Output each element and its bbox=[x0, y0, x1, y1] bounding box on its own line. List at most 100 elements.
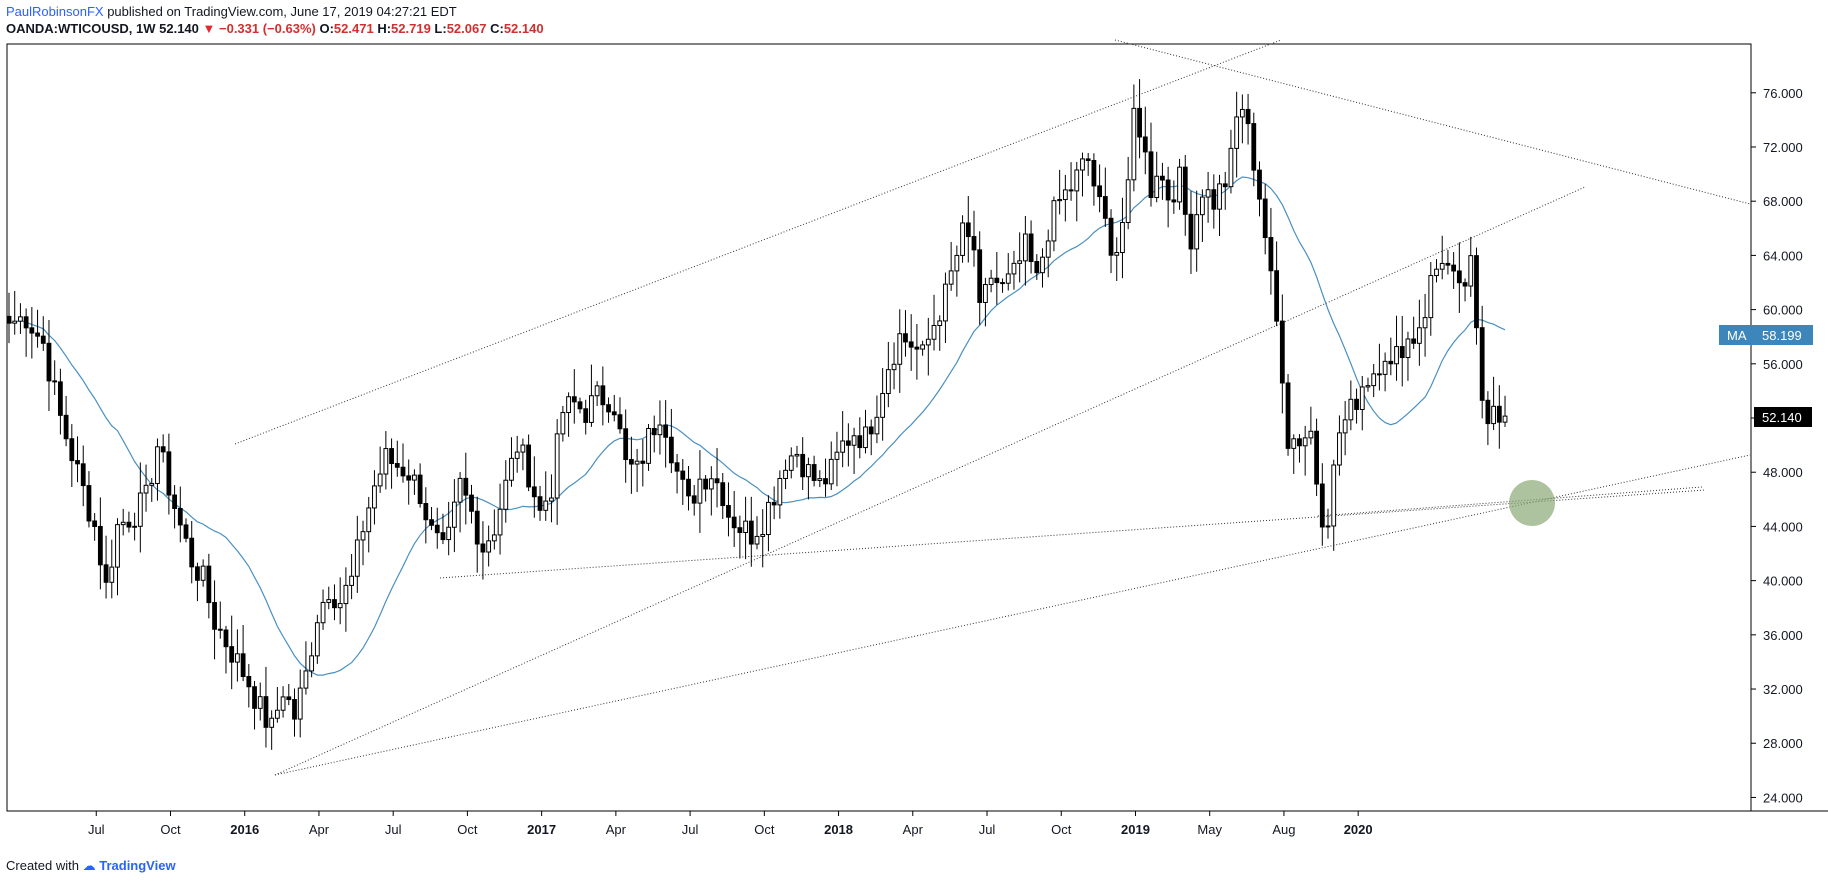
candle bbox=[794, 445, 800, 468]
candle-body bbox=[1040, 256, 1045, 274]
candle bbox=[503, 460, 509, 523]
candle bbox=[394, 440, 400, 477]
candle bbox=[1468, 236, 1474, 297]
candle bbox=[634, 448, 640, 493]
candle bbox=[589, 364, 594, 427]
candle-body bbox=[1325, 525, 1331, 528]
candle-body bbox=[469, 494, 474, 512]
candle bbox=[80, 445, 86, 507]
candle-body bbox=[788, 455, 794, 471]
candle bbox=[1359, 375, 1365, 431]
candle-body bbox=[748, 520, 754, 545]
candle bbox=[1474, 247, 1479, 345]
candle-body bbox=[23, 316, 29, 329]
candle bbox=[743, 496, 748, 560]
candle-body bbox=[908, 341, 914, 348]
candle-body bbox=[994, 277, 1000, 284]
change-label: ▼ −0.331 (−0.63%) bbox=[202, 21, 316, 36]
candle bbox=[451, 479, 457, 553]
candle-body bbox=[571, 396, 577, 403]
candle-body bbox=[280, 696, 286, 711]
candle bbox=[937, 315, 943, 351]
candle-body bbox=[446, 526, 452, 541]
candle-body bbox=[686, 478, 691, 497]
candle bbox=[280, 686, 286, 718]
candle-body bbox=[1160, 175, 1165, 181]
candle-body bbox=[1331, 464, 1337, 527]
target-zone-circle[interactable] bbox=[1509, 480, 1555, 526]
candle-body bbox=[628, 459, 634, 465]
candle bbox=[160, 434, 166, 463]
candle-body bbox=[583, 408, 589, 423]
candle-body bbox=[634, 460, 640, 465]
candle-body bbox=[754, 535, 760, 545]
trendline[interactable] bbox=[234, 39, 1282, 445]
candle bbox=[1388, 337, 1394, 376]
author-link[interactable]: PaulRobinsonFX bbox=[6, 4, 104, 19]
candle bbox=[628, 436, 634, 494]
candle-body bbox=[708, 478, 714, 490]
candle-body bbox=[1194, 214, 1200, 250]
candle bbox=[531, 456, 537, 518]
candle-body bbox=[1062, 189, 1068, 201]
candle bbox=[46, 320, 52, 412]
candle-body bbox=[554, 433, 560, 499]
candle-body bbox=[1474, 255, 1479, 329]
candle-body bbox=[269, 717, 275, 728]
candle bbox=[1080, 152, 1085, 197]
candle-body bbox=[1274, 270, 1280, 322]
candle-body bbox=[486, 540, 492, 553]
candle-body bbox=[1097, 185, 1103, 198]
candle-body bbox=[497, 508, 503, 536]
symbol-label[interactable]: OANDA:WTICOUSD, 1W bbox=[6, 21, 156, 36]
candle-body bbox=[303, 670, 309, 689]
candle bbox=[760, 509, 766, 568]
candle-body bbox=[235, 653, 240, 663]
trendline[interactable] bbox=[439, 489, 1706, 579]
candle-body bbox=[1245, 108, 1251, 125]
trendline[interactable] bbox=[274, 186, 1586, 776]
candle bbox=[657, 400, 663, 455]
candle-body bbox=[1148, 151, 1154, 199]
candle bbox=[309, 642, 315, 678]
candle bbox=[1422, 293, 1428, 357]
candle-body bbox=[897, 333, 903, 365]
candle-body bbox=[406, 475, 412, 481]
tradingview-brand[interactable]: TradingView bbox=[99, 858, 176, 873]
candle-body bbox=[1365, 385, 1371, 388]
moving-average bbox=[8, 176, 1506, 676]
candle-body bbox=[1308, 430, 1314, 439]
candle-body bbox=[714, 478, 720, 484]
candle bbox=[57, 368, 63, 435]
candle-body bbox=[851, 435, 857, 446]
candle-body bbox=[1479, 327, 1485, 401]
trendline[interactable] bbox=[1114, 39, 1751, 205]
candle-body bbox=[257, 696, 263, 709]
candle bbox=[1102, 167, 1108, 227]
candle bbox=[977, 231, 983, 325]
candle-body bbox=[183, 524, 189, 539]
candle-body bbox=[1142, 136, 1148, 153]
candle-body bbox=[115, 524, 120, 568]
candle-body bbox=[40, 335, 46, 344]
candle bbox=[1154, 151, 1160, 203]
candle bbox=[748, 496, 754, 567]
candle bbox=[560, 405, 566, 442]
candle bbox=[286, 684, 292, 706]
candle-body bbox=[1211, 189, 1217, 210]
trendline[interactable] bbox=[274, 454, 1751, 776]
candle bbox=[754, 516, 760, 550]
y-tick-label: 24.000 bbox=[1763, 790, 1803, 805]
candle-body bbox=[1405, 338, 1411, 359]
candle bbox=[806, 457, 811, 500]
candle bbox=[777, 470, 783, 519]
candle bbox=[229, 615, 235, 690]
ma-tag-label: MA bbox=[1727, 328, 1747, 343]
candle bbox=[1462, 278, 1468, 302]
candle-body bbox=[63, 414, 69, 440]
candle bbox=[823, 458, 828, 497]
candle-body bbox=[1080, 158, 1085, 171]
candle-body bbox=[1057, 199, 1063, 202]
candle-body bbox=[429, 519, 434, 526]
